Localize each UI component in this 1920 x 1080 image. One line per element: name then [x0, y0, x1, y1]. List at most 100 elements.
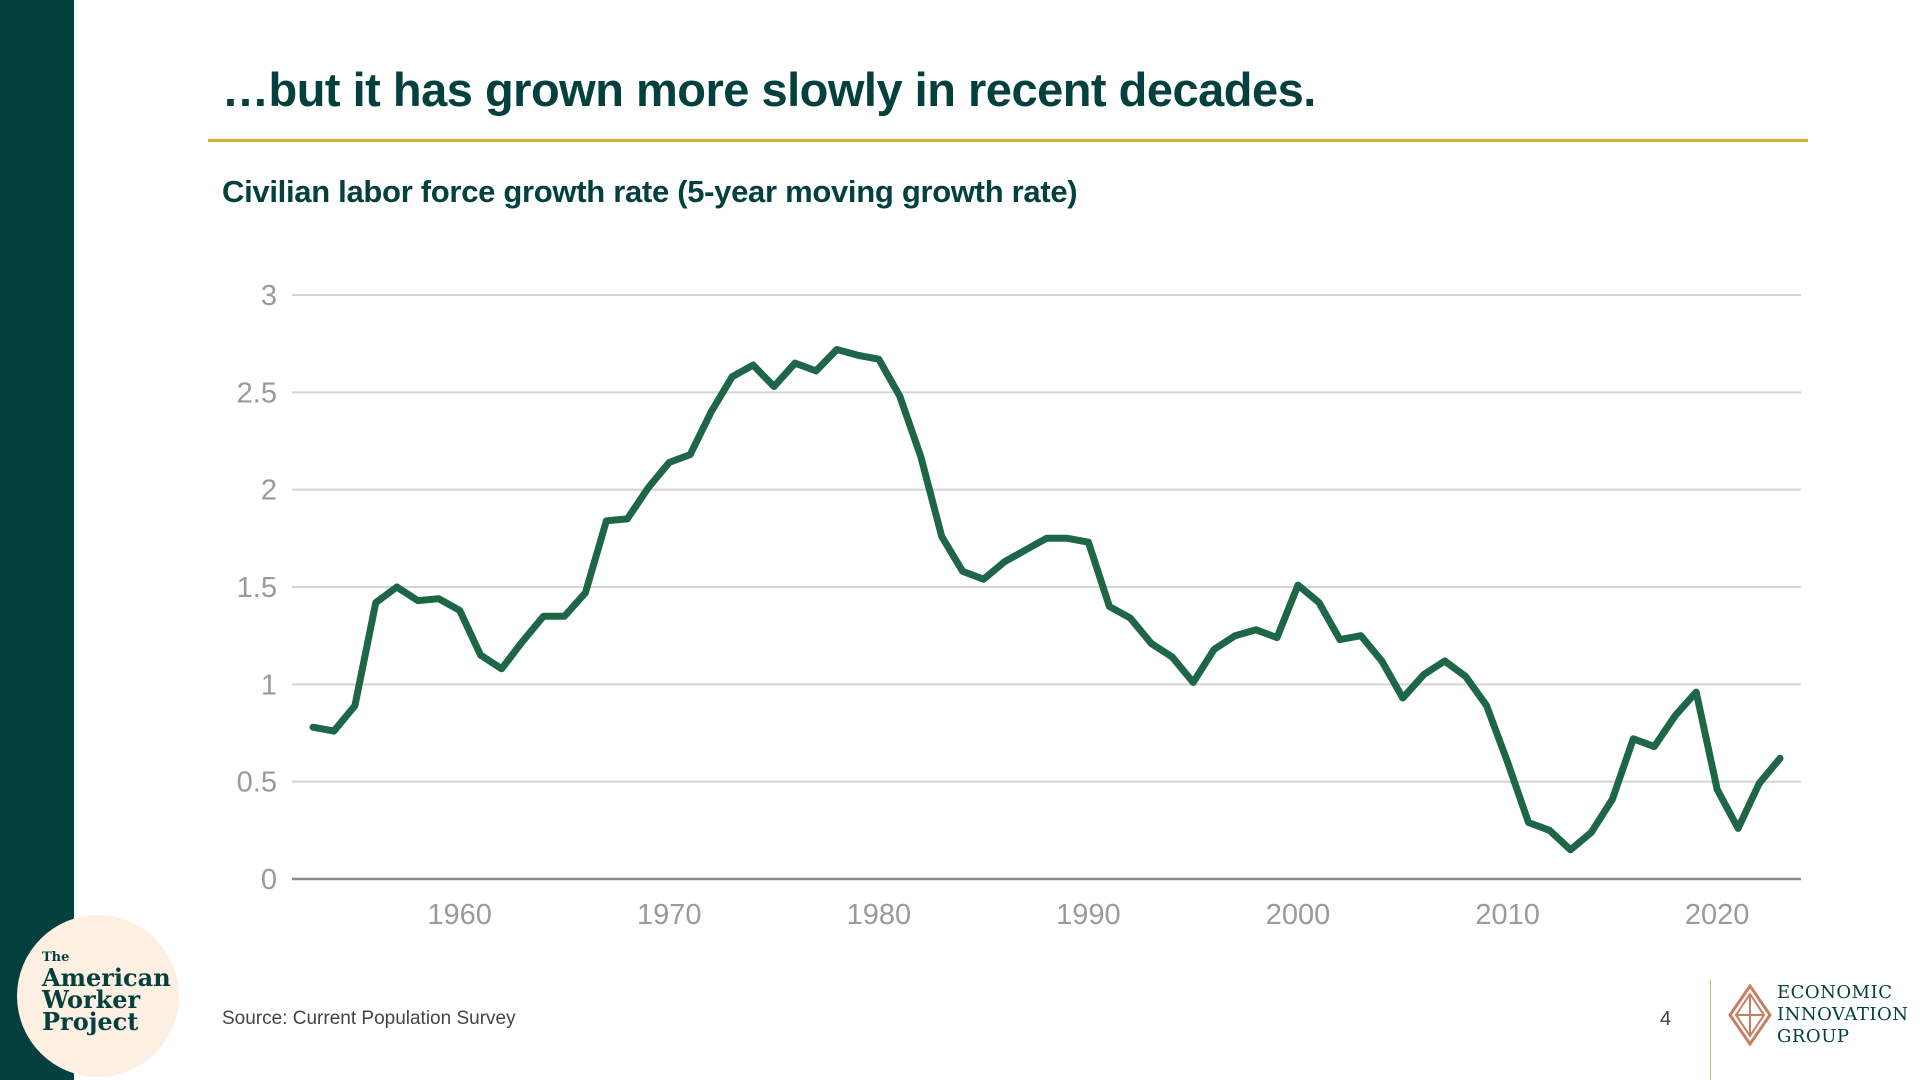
data-point	[333, 730, 335, 732]
data-point	[1444, 660, 1446, 662]
x-tick-label: 1970	[637, 899, 702, 931]
data-point	[1066, 537, 1068, 539]
data-point	[480, 654, 482, 656]
data-point	[689, 454, 691, 456]
data-point	[878, 358, 880, 360]
data-point	[1423, 674, 1425, 676]
data-point	[1507, 761, 1509, 763]
title-underline	[208, 139, 1808, 142]
eig-logo-text: ECONOMIC INNOVATION GROUP	[1777, 982, 1908, 1048]
data-point	[626, 518, 628, 520]
data-point	[1779, 757, 1781, 759]
slide-title: …but it has grown more slowly in recent …	[222, 63, 1316, 116]
data-point	[417, 600, 419, 602]
badge-line2: Worker	[42, 985, 141, 1014]
y-tick-label: 3	[261, 280, 277, 312]
data-point	[836, 349, 838, 351]
badge-line1: American	[42, 963, 171, 992]
data-point	[438, 598, 440, 600]
data-point	[731, 376, 733, 378]
data-point	[1674, 714, 1676, 716]
data-point	[1549, 829, 1551, 831]
logo-line3: GROUP	[1777, 1026, 1850, 1047]
data-point	[396, 586, 398, 588]
y-tick-label: 2.5	[237, 377, 277, 409]
data-point	[1025, 549, 1027, 551]
data-point	[1611, 798, 1613, 800]
x-tick-label: 1990	[1056, 899, 1121, 931]
data-point	[920, 456, 922, 458]
x-tick-label: 1980	[847, 899, 912, 931]
data-point	[899, 395, 901, 397]
data-point	[668, 461, 670, 463]
data-point	[501, 668, 503, 670]
y-tick-label: 2	[261, 475, 277, 507]
data-point	[1087, 541, 1089, 543]
y-tick-label: 0.5	[237, 767, 277, 799]
y-tick-label: 1	[261, 669, 277, 701]
data-point	[375, 602, 377, 604]
data-point	[794, 362, 796, 364]
x-tick-label: 2000	[1266, 899, 1331, 931]
data-point	[1297, 584, 1299, 586]
data-point	[710, 411, 712, 413]
data-point	[1234, 635, 1236, 637]
data-point	[1360, 635, 1362, 637]
x-tick-label: 2020	[1685, 899, 1750, 931]
data-point	[857, 354, 859, 356]
data-point	[605, 520, 607, 522]
data-point	[1276, 637, 1278, 639]
data-point	[584, 592, 586, 594]
data-point	[1737, 827, 1739, 829]
data-point	[1171, 656, 1173, 658]
data-point	[1339, 639, 1341, 641]
y-tick-label: 1.5	[237, 572, 277, 604]
badge-the: The	[42, 950, 70, 965]
data-point	[1318, 602, 1320, 604]
data-point	[354, 705, 356, 707]
logo-line2: INNOVATION	[1777, 1004, 1909, 1025]
data-point	[1129, 617, 1131, 619]
line-chart: 0 0.5 1 1.5 2 2.5 3 1960 1970 1980 1990 2000 2010 202…	[237, 280, 1801, 931]
data-point	[522, 641, 524, 643]
left-accent-bar	[0, 0, 74, 1080]
x-tick-label: 1960	[427, 899, 492, 931]
data-point	[815, 370, 817, 372]
data-point	[563, 615, 565, 617]
data-point	[543, 615, 545, 617]
source-note: Source: Current Population Survey	[222, 1008, 516, 1029]
data-point	[1465, 676, 1467, 678]
badge-line3: Project	[42, 1007, 139, 1036]
data-point	[752, 364, 754, 366]
data-point	[1528, 822, 1530, 824]
data-point	[1716, 788, 1718, 790]
data-point	[1569, 849, 1571, 851]
footer-divider	[1710, 980, 1711, 1080]
data-point	[941, 535, 943, 537]
data-point	[1381, 660, 1383, 662]
american-worker-project-logo: The American Worker Project	[42, 950, 171, 1036]
diamond-logo-icon	[1728, 984, 1772, 1046]
data-point	[1150, 642, 1152, 644]
data-point	[459, 609, 461, 611]
data-point	[773, 385, 775, 387]
series-line	[309, 346, 1784, 854]
data-point	[1695, 691, 1697, 693]
american-worker-project-badge	[17, 915, 179, 1077]
data-point	[312, 726, 314, 728]
data-point	[1653, 746, 1655, 748]
data-point	[1590, 831, 1592, 833]
page-number: 4	[1660, 1008, 1672, 1030]
data-point	[1255, 629, 1257, 631]
data-point	[1213, 648, 1215, 650]
data-point	[1004, 561, 1006, 563]
data-point	[1486, 705, 1488, 707]
data-point	[1402, 697, 1404, 699]
x-tick-label: 2010	[1475, 899, 1540, 931]
chart-title: Civilian labor force growth rate (5-year…	[222, 174, 1078, 209]
data-point	[983, 578, 985, 580]
data-point	[1046, 537, 1048, 539]
data-point	[1192, 681, 1194, 683]
data-point	[962, 570, 964, 572]
data-point	[1108, 605, 1110, 607]
